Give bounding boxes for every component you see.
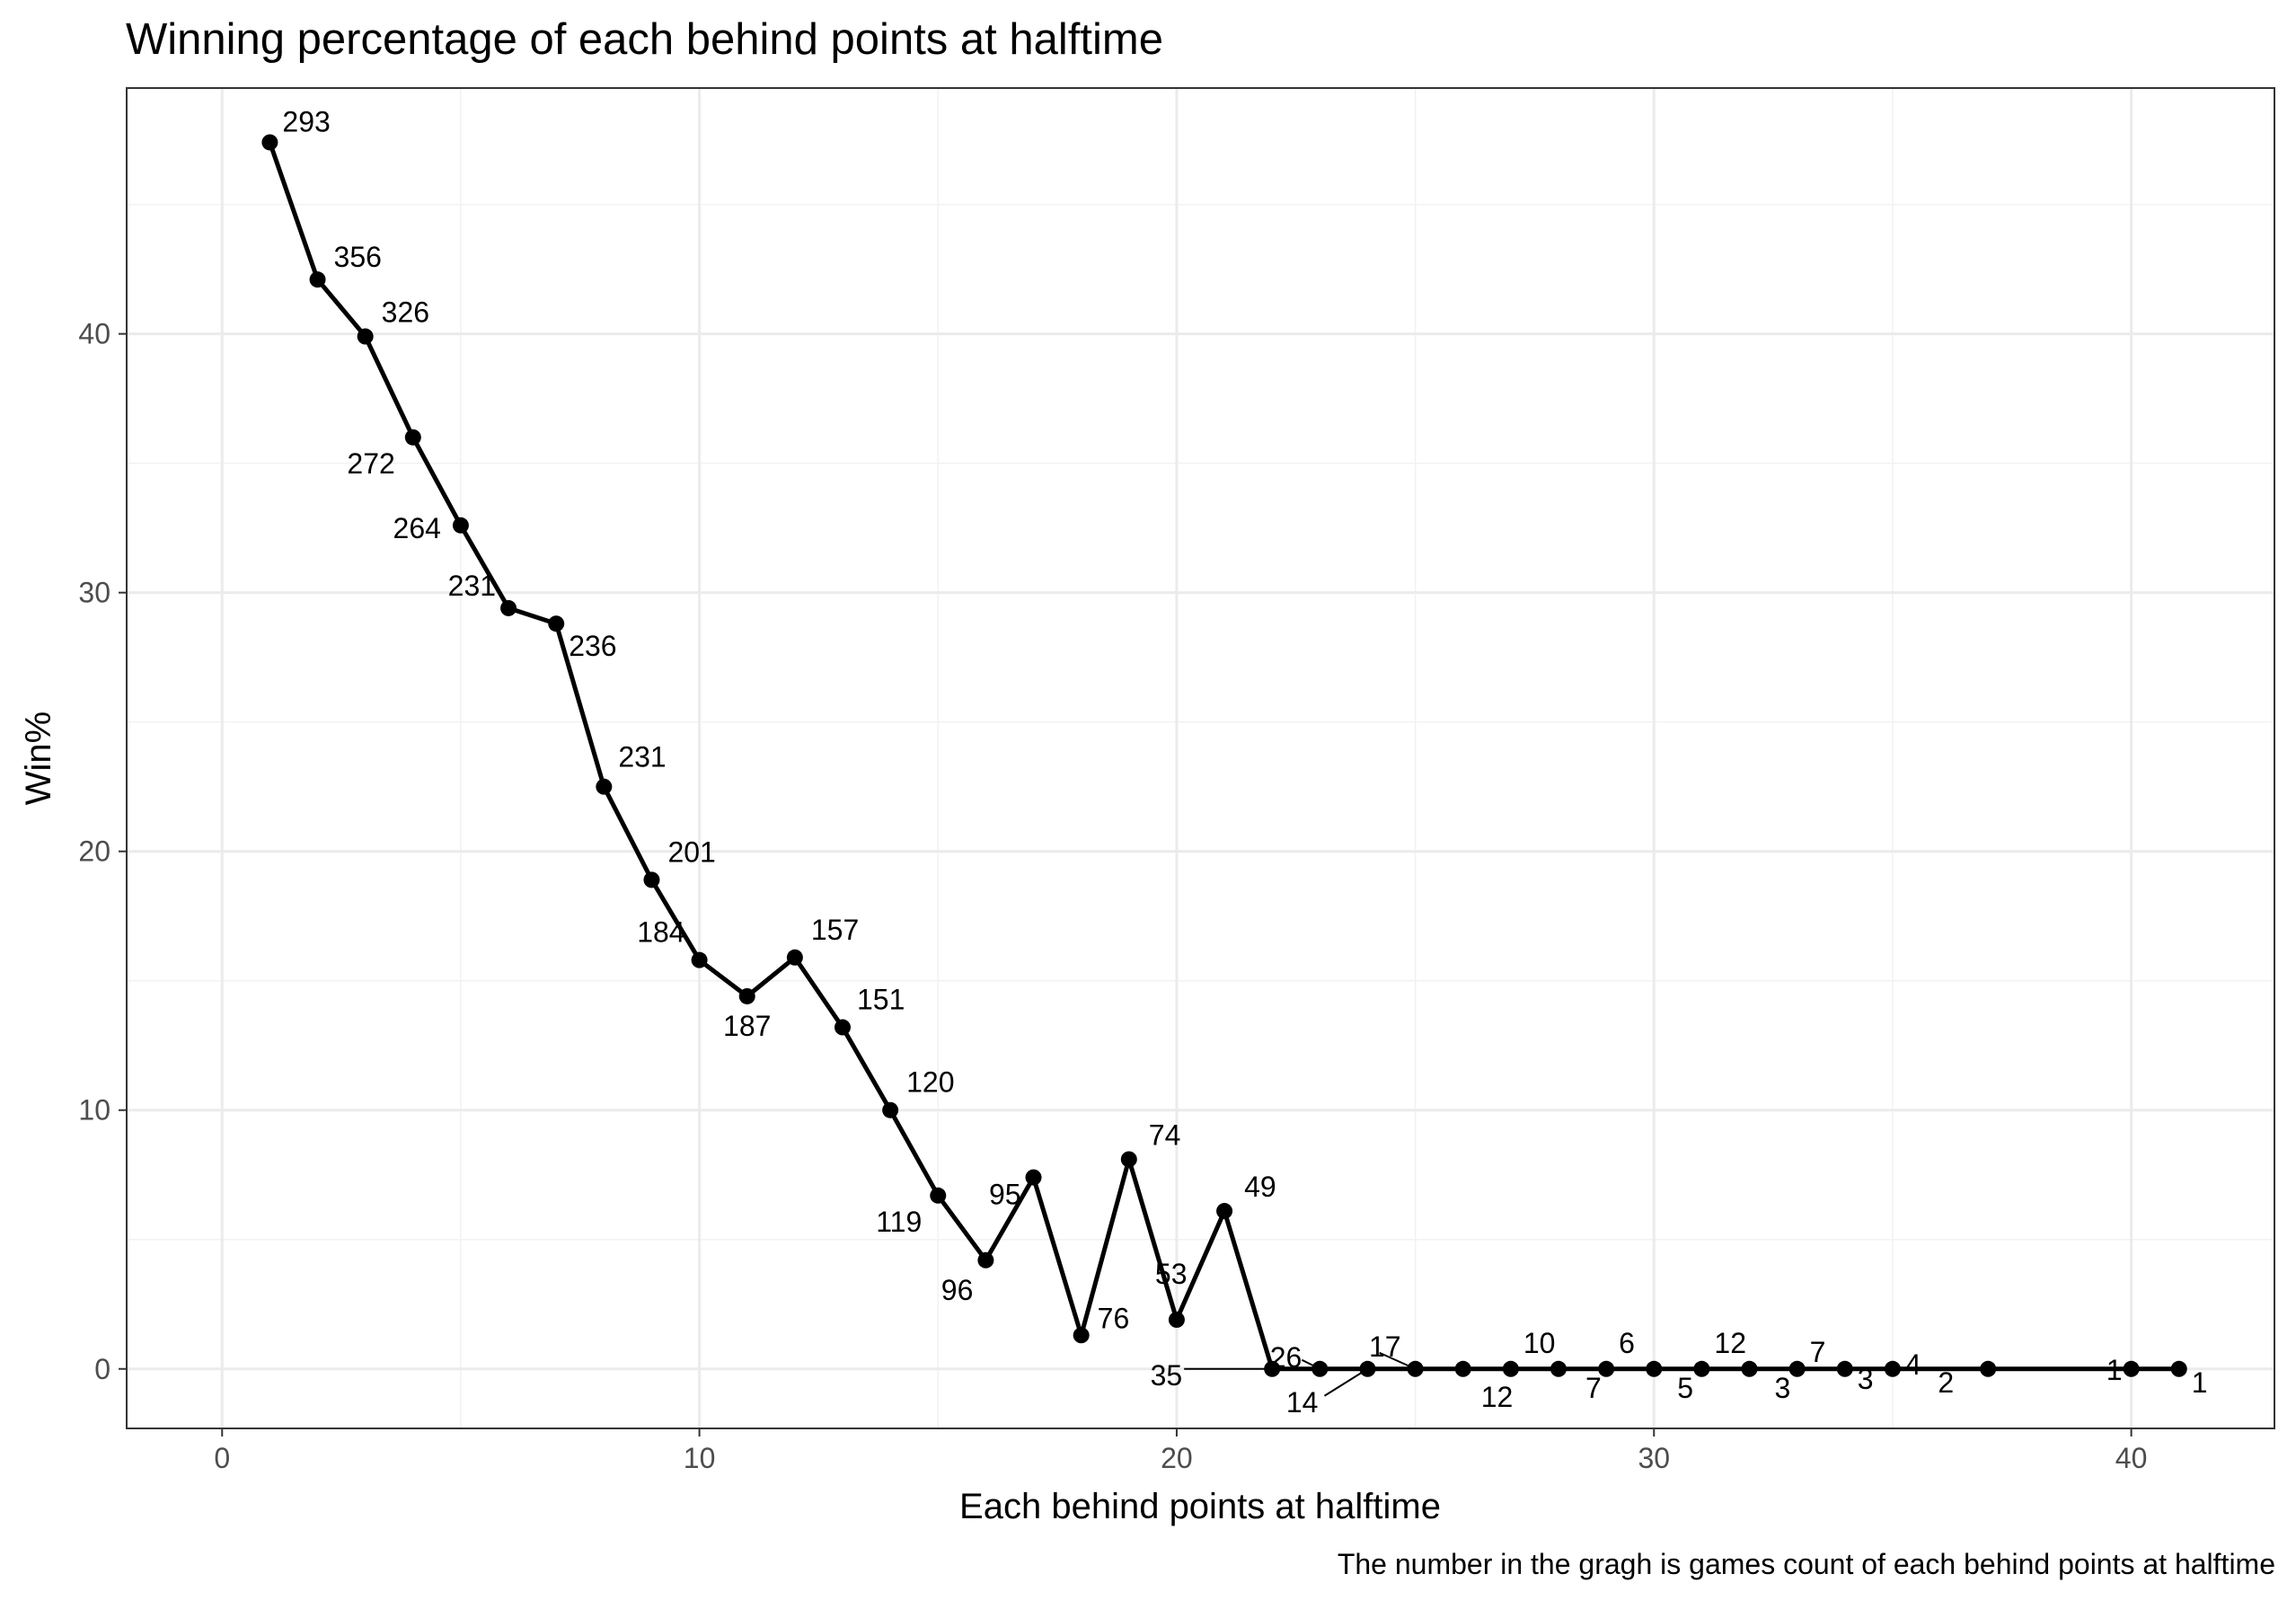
point-label: 1: [2192, 1366, 2208, 1399]
data-point: [1741, 1360, 1758, 1377]
point-label: 12: [1714, 1327, 1746, 1359]
y-axis-title: Win%: [19, 712, 58, 805]
point-label: 35: [1151, 1359, 1183, 1392]
data-point: [1598, 1360, 1615, 1377]
point-label: 326: [382, 296, 429, 329]
x-tick-label: 10: [684, 1442, 716, 1474]
data-point: [357, 328, 374, 345]
data-point: [452, 517, 469, 534]
data-point: [643, 871, 660, 888]
point-labels: 2933563262722642312362312011841871571511…: [282, 105, 2207, 1418]
data-point: [404, 429, 421, 446]
data-point: [786, 949, 803, 966]
panel-border: [126, 87, 2275, 1429]
data-point: [1884, 1360, 1901, 1377]
point-label: 187: [723, 1010, 771, 1042]
point-label: 151: [857, 984, 905, 1016]
data-point: [2170, 1360, 2187, 1377]
data-point: [1120, 1151, 1137, 1168]
y-tick-label: 0: [94, 1353, 110, 1385]
y-tick-label: 20: [78, 835, 110, 868]
data-point: [548, 615, 565, 632]
point-label: 1: [2106, 1354, 2123, 1386]
x-tick-label: 30: [1638, 1442, 1670, 1474]
data-point: [1502, 1360, 1519, 1377]
y-tick-label: 40: [78, 318, 110, 350]
point-label: 14: [1286, 1386, 1319, 1419]
point-label: 26: [1270, 1341, 1303, 1374]
point-label: 2: [1938, 1366, 1954, 1399]
data-point: [1693, 1360, 1710, 1377]
data-point: [1788, 1360, 1806, 1377]
point-label: 157: [811, 914, 859, 946]
data-point: [691, 951, 708, 968]
data-point: [1216, 1203, 1233, 1220]
data-point: [1980, 1360, 1997, 1377]
point-label: 4: [1905, 1348, 1921, 1381]
point-label: 49: [1244, 1171, 1276, 1203]
point-label: 231: [618, 741, 666, 773]
x-tick-label: 0: [214, 1442, 230, 1474]
point-label: 184: [637, 916, 684, 949]
chart-caption: The number in the gragh is games count o…: [1338, 1548, 2275, 1580]
data-point: [2123, 1360, 2140, 1377]
data-point: [309, 271, 326, 288]
point-label: 7: [1810, 1336, 1826, 1368]
data-point: [1025, 1169, 1042, 1186]
chart-title: Winning percentage of each behind points…: [126, 15, 1163, 64]
point-label: 264: [393, 512, 441, 544]
point-label: 3: [1858, 1363, 1874, 1395]
x-tick-label: 40: [2115, 1442, 2148, 1474]
data-point: [1836, 1360, 1853, 1377]
point-label: 272: [347, 447, 394, 480]
y-tick-label: 30: [78, 577, 110, 609]
point-label: 96: [941, 1274, 974, 1306]
point-label: 17: [1369, 1330, 1401, 1363]
point-label: 119: [876, 1206, 922, 1238]
point-label: 356: [334, 241, 382, 273]
x-axis-title: Each behind points at halftime: [959, 1487, 1441, 1526]
label-leader: [1301, 1358, 1320, 1370]
axes: 0 10 20 30 40 0 10 20 30 40: [78, 318, 2147, 1474]
data-point: [500, 599, 517, 616]
data-point: [596, 778, 613, 795]
point-label: 76: [1098, 1302, 1130, 1334]
x-tick-label: 20: [1161, 1442, 1193, 1474]
data-point: [1073, 1327, 1090, 1344]
grid-lines: [127, 88, 2274, 1428]
point-label: 231: [448, 570, 496, 602]
point-label: 7: [1585, 1372, 1602, 1404]
point-label: 293: [282, 105, 330, 137]
data-point: [1646, 1360, 1663, 1377]
label-leader: [1379, 1351, 1417, 1370]
point-label: 6: [1619, 1327, 1635, 1359]
data-point: [1454, 1360, 1471, 1377]
data-point: [882, 1101, 899, 1118]
point-label: 201: [667, 835, 715, 868]
point-label: 53: [1155, 1258, 1188, 1290]
point-label: 12: [1481, 1381, 1514, 1413]
data-point: [261, 134, 278, 151]
point-label: 5: [1677, 1372, 1693, 1404]
point-label: 120: [906, 1066, 954, 1099]
data-point: [1168, 1312, 1185, 1329]
data-point: [1550, 1360, 1567, 1377]
data-point: [738, 987, 755, 1004]
data-point: [930, 1187, 947, 1204]
data-point: [977, 1251, 994, 1269]
y-tick-label: 10: [78, 1094, 110, 1127]
point-label: 10: [1523, 1327, 1556, 1359]
data-point: [835, 1019, 851, 1036]
point-label: 236: [569, 630, 616, 662]
point-label: 74: [1149, 1118, 1181, 1151]
point-label: 95: [989, 1179, 1021, 1211]
point-label: 3: [1775, 1372, 1791, 1404]
label-leader: [1323, 1367, 1368, 1397]
